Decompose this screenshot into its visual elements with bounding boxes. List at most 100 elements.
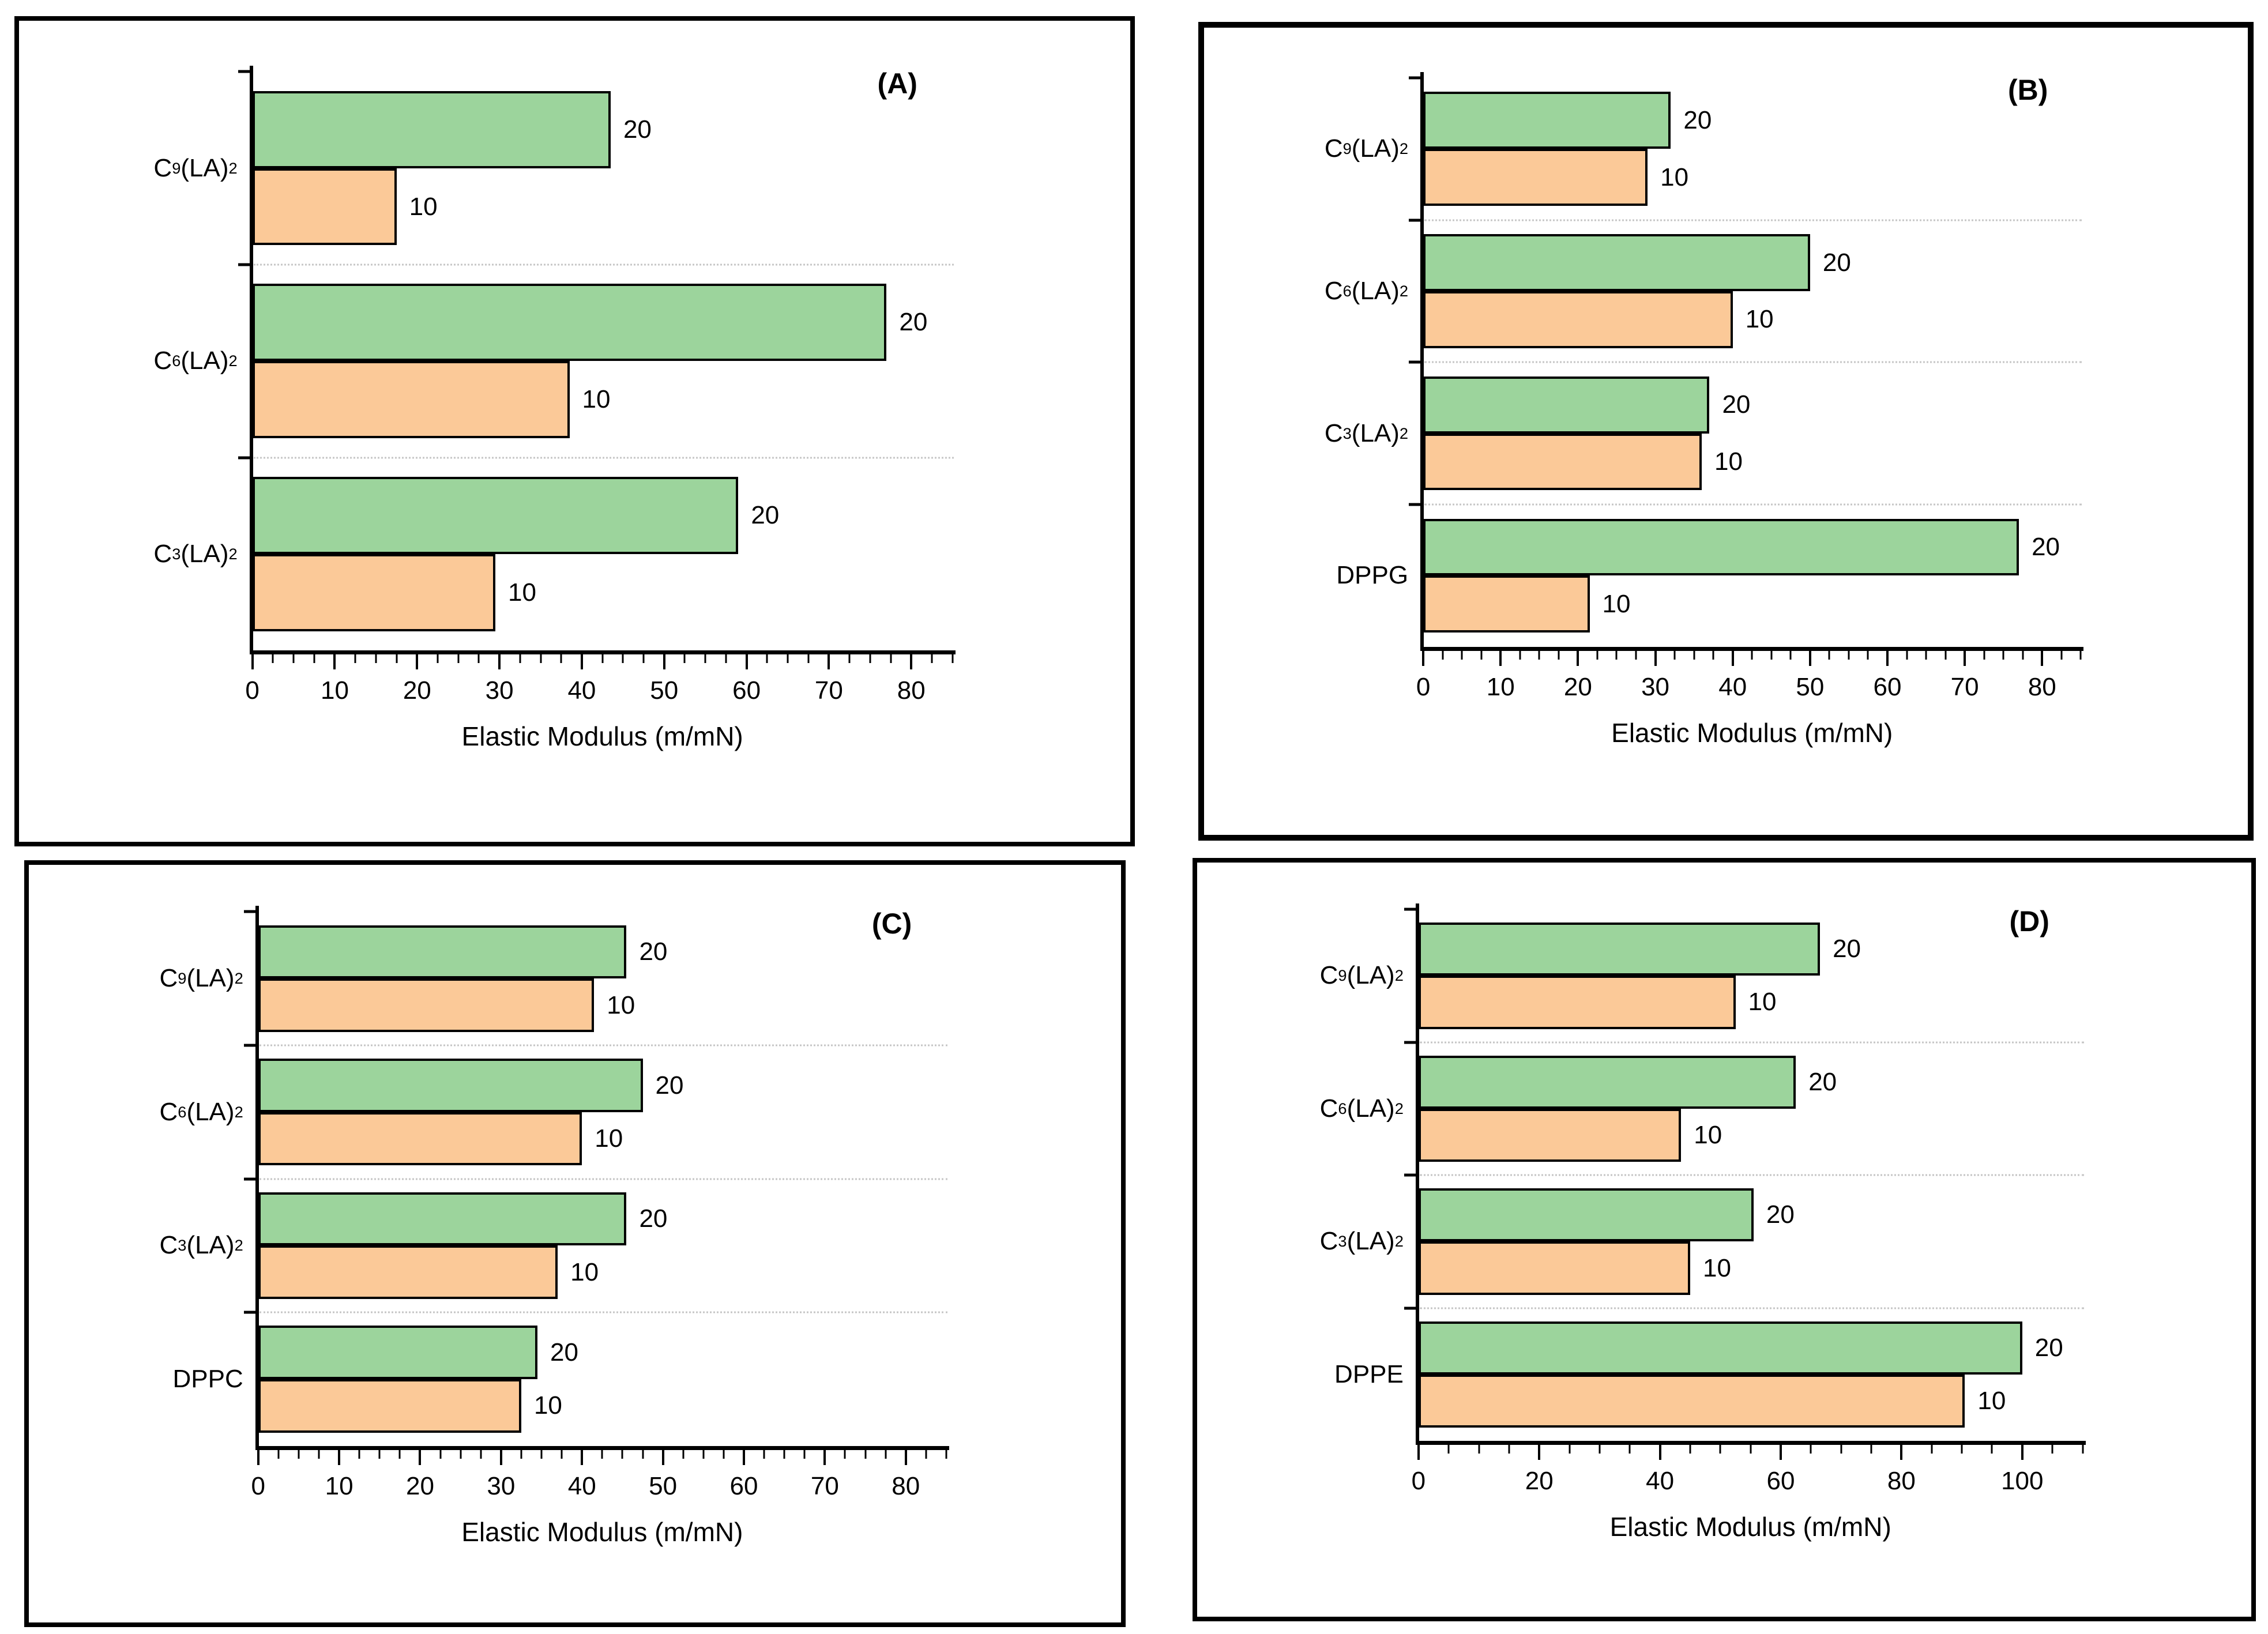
x-axis-major-tick <box>251 654 254 670</box>
x-axis-minor-tick <box>763 1449 765 1459</box>
bar-value-label: 20 <box>2032 533 2060 562</box>
x-axis-major-tick <box>745 654 748 670</box>
x-axis-minor-tick <box>1828 650 1830 660</box>
x-tick-label: 70 <box>1950 672 1979 701</box>
x-tick-label: 70 <box>810 1471 839 1500</box>
bar-row: 20 <box>252 477 953 554</box>
category-label: C 6 (LA) 2 <box>159 1097 243 1126</box>
bar-value-label: 20 <box>655 1071 684 1100</box>
group-separator <box>1419 1041 2084 1044</box>
category-label: C 9 (LA) 2 <box>153 153 238 182</box>
bar-row: 10 <box>258 1245 946 1300</box>
x-tick-label: 40 <box>567 1471 596 1500</box>
bar-10 <box>252 554 495 631</box>
x-tick-label: 80 <box>2028 672 2056 701</box>
y-axis-tick <box>238 70 250 73</box>
bar-20 <box>252 477 739 554</box>
x-tick-label: 60 <box>729 1471 758 1500</box>
group-separator <box>259 1311 947 1313</box>
x-axis-minor-tick <box>1848 650 1850 660</box>
x-axis-minor-tick <box>2082 1445 2083 1454</box>
bar-row: 20 <box>1418 1321 2083 1375</box>
x-tick-label: 60 <box>732 676 761 705</box>
chart-area-d: (D) C 9 (LA) 2 20 10 C 6 (LA) 2 20 10 C 3 (LA) 2 20 10 DPPE… <box>1320 903 2086 1542</box>
bar-row: 10 <box>252 554 953 631</box>
bar-row: 20 <box>258 1192 946 1246</box>
panel-letter: (D) <box>2009 905 2049 938</box>
bar-10 <box>258 1245 558 1300</box>
x-axis-minor-tick <box>2079 650 2082 660</box>
bar-10 <box>252 168 397 246</box>
x-axis-major-tick <box>1658 1445 1661 1460</box>
bar-value-label: 10 <box>1745 305 1774 334</box>
x-axis-major-tick <box>743 1449 745 1465</box>
bar-20 <box>252 91 611 168</box>
x-axis-major-tick <box>499 1449 502 1465</box>
x-axis-minor-tick <box>621 1449 623 1459</box>
x-axis-minor-tick <box>1596 650 1598 660</box>
x-axis-minor-tick <box>477 654 480 664</box>
bar-row: 10 <box>258 1379 946 1433</box>
bar-10 <box>1423 433 1702 491</box>
x-axis-minor-tick <box>844 1449 846 1459</box>
group-separator <box>253 263 954 266</box>
x-axis-major-tick <box>1577 650 1579 666</box>
y-axis-tick <box>243 1177 255 1181</box>
bar-value-label: 20 <box>1808 1067 1837 1096</box>
x-axis-line <box>1420 646 2084 651</box>
x-tick-label: 80 <box>892 1471 920 1500</box>
x-axis-minor-tick <box>704 654 706 664</box>
x-axis-minor-tick <box>1480 650 1483 660</box>
bar-10 <box>258 1112 582 1166</box>
x-axis-minor-tick <box>1538 650 1540 660</box>
group-separator <box>259 1044 947 1046</box>
x-axis-minor-tick <box>1615 650 1618 660</box>
x-tick-label: 80 <box>1887 1467 1916 1496</box>
bar-20 <box>258 1059 643 1112</box>
y-axis-tick <box>1409 76 1421 80</box>
bar-value-label: 20 <box>550 1338 578 1366</box>
x-axis-minor-tick <box>766 654 768 664</box>
x-axis-minor-tick <box>378 1449 381 1459</box>
bar-row: 20 <box>1418 1188 2083 1242</box>
bar-row: 10 <box>1423 291 2081 348</box>
x-tick-label: 10 <box>320 676 349 705</box>
y-axis-tick <box>243 910 255 913</box>
x-axis-minor-tick <box>480 1449 482 1459</box>
bar-row: 20 <box>1418 1055 2083 1109</box>
x-axis-major-tick <box>257 1449 259 1465</box>
x-axis-major-tick <box>661 1449 664 1465</box>
x-axis-major-tick <box>904 1449 907 1465</box>
bar-row: 20 <box>258 1326 946 1379</box>
x-axis-minor-tick <box>519 654 521 664</box>
x-axis-minor-tick <box>560 654 562 664</box>
x-axis-line <box>255 1445 949 1450</box>
x-axis-minor-tick <box>1770 650 1773 660</box>
x-axis-major-tick <box>1654 650 1657 666</box>
bar-value-label: 20 <box>639 1204 668 1233</box>
x-axis-minor-tick <box>1693 650 1695 660</box>
bar-row: 10 <box>252 361 953 439</box>
x-axis-minor-tick <box>925 1449 927 1459</box>
x-axis-minor-tick <box>1558 650 1560 660</box>
x-axis-minor-tick <box>890 654 892 664</box>
bar-row: 20 <box>258 925 946 979</box>
y-axis-tick <box>1409 360 1421 364</box>
x-axis-minor-tick <box>313 654 315 664</box>
y-axis-line <box>255 906 259 1449</box>
x-axis-minor-tick <box>460 1449 462 1459</box>
bar-value-label: 10 <box>1602 589 1631 618</box>
bar-row: 20 <box>1418 923 2083 976</box>
bar-value-label: 10 <box>1977 1387 2006 1415</box>
bar-value-label: 20 <box>1766 1200 1795 1229</box>
x-tick-label: 30 <box>1641 672 1670 701</box>
bar-20 <box>258 1192 627 1246</box>
category-label: C 6 (LA) 2 <box>153 347 238 375</box>
x-axis-minor-tick <box>540 654 542 664</box>
x-tick-label: 70 <box>814 676 843 705</box>
group-separator <box>1419 1174 2084 1176</box>
x-axis-minor-tick <box>2022 650 2024 660</box>
x-axis-minor-tick <box>1810 1445 1812 1454</box>
x-axis-minor-tick <box>437 654 439 664</box>
bar-value-label: 10 <box>533 1391 562 1420</box>
